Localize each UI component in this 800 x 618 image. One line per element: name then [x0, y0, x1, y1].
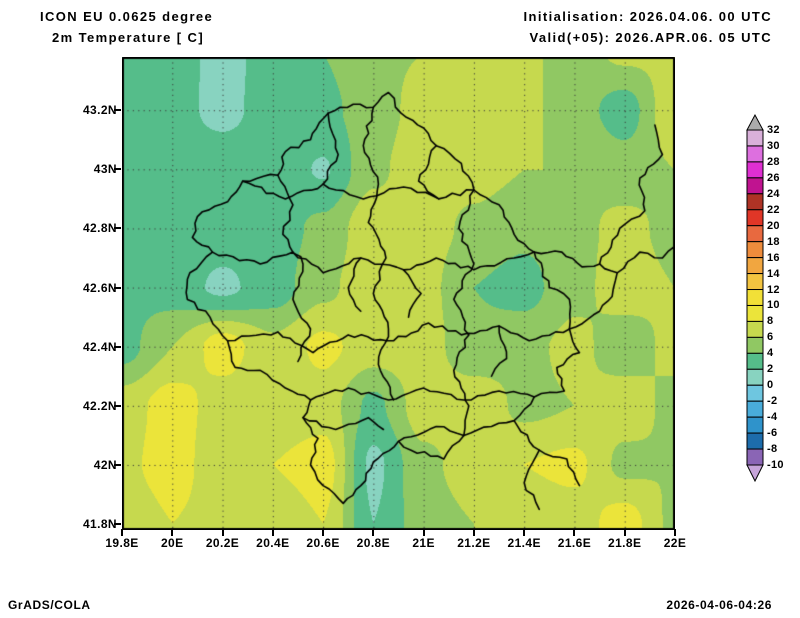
y-tick-mark	[114, 227, 121, 230]
colorbar-segment	[746, 209, 764, 227]
colorbar-tick-label: 30	[767, 139, 780, 152]
x-tick-mark	[674, 529, 676, 536]
colorbar-segment	[746, 320, 764, 338]
colorbar-tick-label: 22	[767, 203, 780, 216]
colorbar-segment	[746, 336, 764, 354]
colorbar-tick-label: -6	[767, 427, 778, 440]
colorbar-tick-label: 20	[767, 219, 780, 232]
y-tick-label: 41.8N	[82, 517, 117, 532]
temperature-contour-map	[122, 57, 675, 530]
y-tick-mark	[114, 168, 121, 171]
y-tick-label: 42N	[93, 457, 117, 472]
colorbar-tick-label: 4	[767, 347, 774, 360]
colorbar-tick-label: 6	[767, 331, 774, 344]
x-tick-mark	[523, 529, 526, 536]
x-tick-label: 20E	[160, 536, 184, 550]
y-tick-mark	[114, 109, 121, 112]
colorbar-segment	[746, 177, 764, 195]
x-tick-label: 19.8E	[105, 536, 139, 550]
y-tick-mark	[114, 286, 121, 289]
colorbar-segment	[746, 225, 764, 243]
colorbar-tick-label: -8	[767, 443, 778, 456]
x-tick-label: 20.8E	[356, 536, 391, 550]
colorbar-tick-label: 8	[767, 315, 774, 328]
colorbar-arrow-above-max	[746, 113, 764, 131]
y-tick-label: 42.2N	[82, 398, 117, 413]
colorbar-segment	[746, 273, 764, 291]
colorbar-segment	[746, 432, 764, 450]
colorbar-segment	[746, 304, 764, 322]
x-tick-label: 21.2E	[457, 536, 491, 550]
x-tick-mark	[573, 529, 576, 536]
colorbar-tick-label: 28	[767, 155, 780, 168]
colorbar-segment	[746, 193, 764, 211]
x-tick-mark	[221, 529, 224, 536]
x-tick-mark	[271, 529, 274, 536]
colorbar-arrow-below-min	[746, 464, 764, 483]
grads-credit: GrADS/COLA	[8, 598, 91, 612]
y-tick-label: 42.6N	[82, 280, 117, 295]
x-tick-label: 21.8E	[608, 536, 642, 550]
x-tick-label: 21E	[412, 536, 435, 550]
valid-time: Valid(+05): 2026.APR.06. 05 UTC	[529, 30, 772, 45]
x-tick-mark	[322, 529, 325, 536]
colorbar-tick-label: 14	[767, 267, 780, 280]
colorbar-tick-label: 32	[767, 124, 780, 136]
colorbar-segment	[746, 145, 764, 163]
x-tick-mark	[472, 529, 475, 536]
x-tick-mark	[171, 529, 174, 536]
colorbar	[746, 113, 764, 483]
colorbar-tick-label: 2	[767, 363, 774, 376]
generation-timestamp: 2026-04-06-04:26	[666, 598, 772, 612]
model-title: ICON EU 0.0625 degree	[40, 9, 214, 24]
colorbar-segment	[746, 257, 764, 275]
x-tick-mark	[422, 529, 425, 536]
y-tick-mark	[114, 523, 121, 526]
colorbar-segment	[746, 448, 764, 466]
x-tick-mark	[372, 529, 375, 536]
colorbar-tick-label: 12	[767, 283, 780, 296]
field-title: 2m Temperature [ C]	[52, 30, 205, 45]
x-tick-mark	[121, 529, 123, 536]
colorbar-segment	[746, 416, 764, 434]
y-tick-label: 42.4N	[82, 339, 117, 354]
colorbar-tick-label: 10	[767, 299, 780, 312]
colorbar-segment	[746, 368, 764, 386]
y-tick-mark	[114, 404, 121, 407]
y-tick-mark	[114, 345, 121, 348]
x-tick-label: 21.6E	[557, 536, 592, 550]
colorbar-tick-label: 26	[767, 171, 780, 184]
y-tick-mark	[114, 463, 121, 466]
colorbar-segment	[746, 289, 764, 306]
colorbar-segment	[746, 352, 764, 370]
colorbar-tick-label: 16	[767, 251, 780, 264]
colorbar-tick-label: -2	[767, 395, 778, 408]
colorbar-segment	[746, 384, 764, 402]
x-tick-label: 20.4E	[256, 536, 290, 550]
y-tick-label: 43N	[93, 162, 117, 177]
initialisation-time: Initialisation: 2026.04.06. 00 UTC	[523, 9, 772, 24]
colorbar-segment	[746, 161, 764, 179]
colorbar-tick-label: 24	[767, 187, 780, 200]
colorbar-tick-label: -10	[767, 459, 784, 471]
colorbar-tick-label: 0	[767, 379, 774, 392]
y-tick-label: 42.8N	[82, 221, 117, 236]
x-tick-label: 22E	[663, 536, 687, 550]
x-tick-label: 21.4E	[507, 536, 541, 550]
colorbar-segment	[746, 129, 764, 147]
x-tick-label: 20.6E	[306, 536, 340, 550]
colorbar-segment	[746, 241, 764, 259]
colorbar-tick-label: 18	[767, 235, 780, 248]
x-tick-label: 20.2E	[205, 536, 240, 550]
x-tick-mark	[623, 529, 626, 536]
y-tick-label: 43.2N	[82, 103, 117, 118]
colorbar-segment	[746, 400, 764, 418]
colorbar-tick-label: -4	[767, 411, 778, 424]
